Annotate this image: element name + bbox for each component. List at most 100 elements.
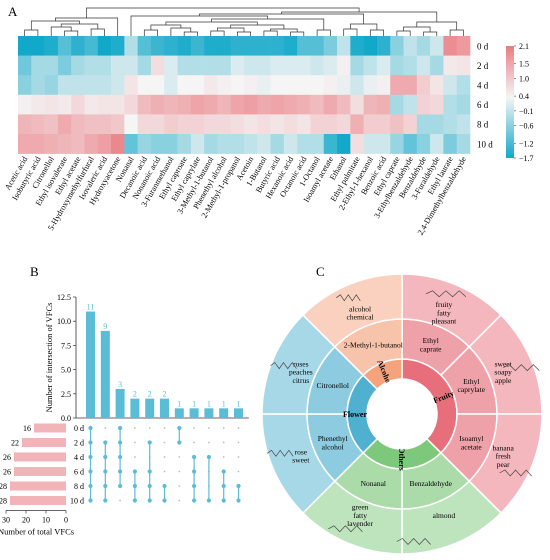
heatmap-cell: [18, 55, 32, 76]
heatmap-cell: [270, 94, 285, 115]
column-dendrogram: [24, 7, 464, 36]
heatmap-cell: [124, 36, 138, 56]
dendrogram-branch: [281, 11, 438, 22]
dendrogram-branch: [165, 21, 258, 25]
heatmap-cell: [297, 114, 311, 135]
legend-tick-label: 1.0: [519, 74, 529, 83]
heatmap-cell: [204, 36, 218, 56]
matrix-dot-filled: [221, 498, 226, 503]
heatmap-cell: [57, 75, 72, 96]
descriptor-label: sweet soapy applesweetsoapyapple: [494, 359, 512, 385]
bar-y-tick-label: 2.5: [61, 390, 71, 399]
heatmap-cell: [416, 134, 431, 154]
heatmap-cell: [230, 36, 245, 56]
heatmap-cell: [31, 75, 45, 96]
legend-tick-label: 0.4: [519, 92, 529, 101]
heatmap-cell: [350, 94, 364, 115]
heatmap-cell: [244, 94, 258, 115]
heatmap-cell: [190, 55, 205, 76]
heatmap-cell: [190, 75, 205, 96]
intersection-bar: [189, 408, 199, 418]
heatmap-cell: [124, 75, 138, 96]
heatmap-cell: [443, 114, 457, 135]
heatmap-cell: [18, 36, 32, 56]
heatmap-cell: [84, 36, 99, 56]
matrix-dot-filled: [192, 483, 197, 489]
heatmap-cell: [323, 75, 338, 96]
matrix-dot-filled: [192, 469, 197, 474]
matrix-dot-empty: [237, 470, 240, 473]
heatmap-cell: [270, 36, 285, 56]
panel-label-b: B: [30, 264, 39, 279]
heatmap-cell: [390, 134, 404, 154]
heatmap-cell: [390, 36, 404, 56]
heatmap-cell: [31, 36, 45, 56]
intersection-bar: [160, 398, 169, 418]
heatmap-cell: [323, 55, 338, 76]
matrix-dot-empty: [237, 441, 240, 444]
heatmap-cell: [217, 134, 231, 154]
sunburst-center: [367, 379, 437, 449]
heatmap-cell: [190, 36, 205, 56]
heatmap-cell: [204, 75, 218, 96]
matrix-dot-empty: [208, 427, 210, 429]
dendrogram-branch: [270, 28, 298, 32]
descriptor-label: green fatty lavendergreenfattylavender: [347, 503, 373, 529]
heatmap-cell: [310, 94, 325, 115]
heatmap-cell: [430, 134, 444, 154]
descriptor-label: rose sweetrosesweet: [292, 447, 310, 464]
compound-label-line: acetate: [461, 442, 482, 451]
compound-label-line: Benzaldehyde: [409, 479, 452, 488]
heatmap-cell: [323, 94, 338, 115]
heatmap-cell: [71, 114, 85, 135]
heatmap-cell: [430, 94, 444, 115]
heatmap-cell: [443, 36, 457, 56]
heatmap-cell: [57, 55, 72, 76]
intersection-bar-value: 9: [103, 322, 107, 331]
heatmap-cell: [111, 75, 125, 96]
dendrogram-branch: [24, 29, 39, 36]
heatmap-cell: [177, 55, 192, 76]
dendrogram-branch: [290, 31, 305, 36]
heatmap-cell: [18, 114, 32, 135]
heatmap-cell: [204, 94, 218, 115]
dendrogram-branch: [50, 26, 72, 36]
matrix-dot-filled: [88, 425, 93, 431]
heatmap-cell: [376, 94, 391, 115]
heatmap-cell: [350, 114, 364, 135]
heatmap-cell: [150, 55, 165, 76]
heatmap-cell: [177, 36, 192, 56]
matrix-dot-filled: [147, 483, 152, 489]
bar-y-axis-label: Number of intersection of VFCs: [44, 303, 54, 413]
compound-label-line: caprate: [420, 344, 442, 353]
heatmap-cell: [97, 36, 112, 56]
heatmap-cell: [97, 75, 112, 96]
heatmap-cell: [456, 36, 471, 56]
matrix-dot-filled: [147, 440, 152, 445]
compound-label: CitronellolCitronellol: [316, 381, 349, 390]
heatmap-cell: [337, 134, 351, 154]
heatmap-cell: [190, 94, 205, 115]
matrix-dot-filled: [162, 498, 167, 503]
set-label: 6 d: [74, 468, 84, 477]
heatmap-cell: [443, 94, 457, 115]
heatmap-cell: [18, 75, 32, 96]
heatmap-cell: [124, 134, 138, 154]
heatmap-cell: [337, 55, 351, 76]
heatmap-cell: [283, 55, 298, 76]
matrix-dot-empty: [237, 456, 240, 458]
matrix-dot-empty: [119, 499, 121, 502]
compound-label-line: caprylate: [458, 385, 486, 394]
heatmap-cell: [230, 94, 245, 115]
intersection-bar: [115, 388, 125, 418]
heatmap-cell: [150, 134, 165, 154]
dendrogram-branch: [64, 30, 79, 36]
row-label: 2 d: [477, 61, 489, 71]
intersection-bar-value: 2: [148, 390, 152, 399]
matrix-dot-filled: [88, 469, 93, 474]
heatmap-cell: [111, 114, 125, 135]
heatmap-cell: [337, 36, 351, 56]
descriptor-label-line: pear: [497, 460, 510, 469]
intersection-bar-value: 11: [87, 303, 95, 312]
heatmap-cell: [350, 36, 364, 56]
